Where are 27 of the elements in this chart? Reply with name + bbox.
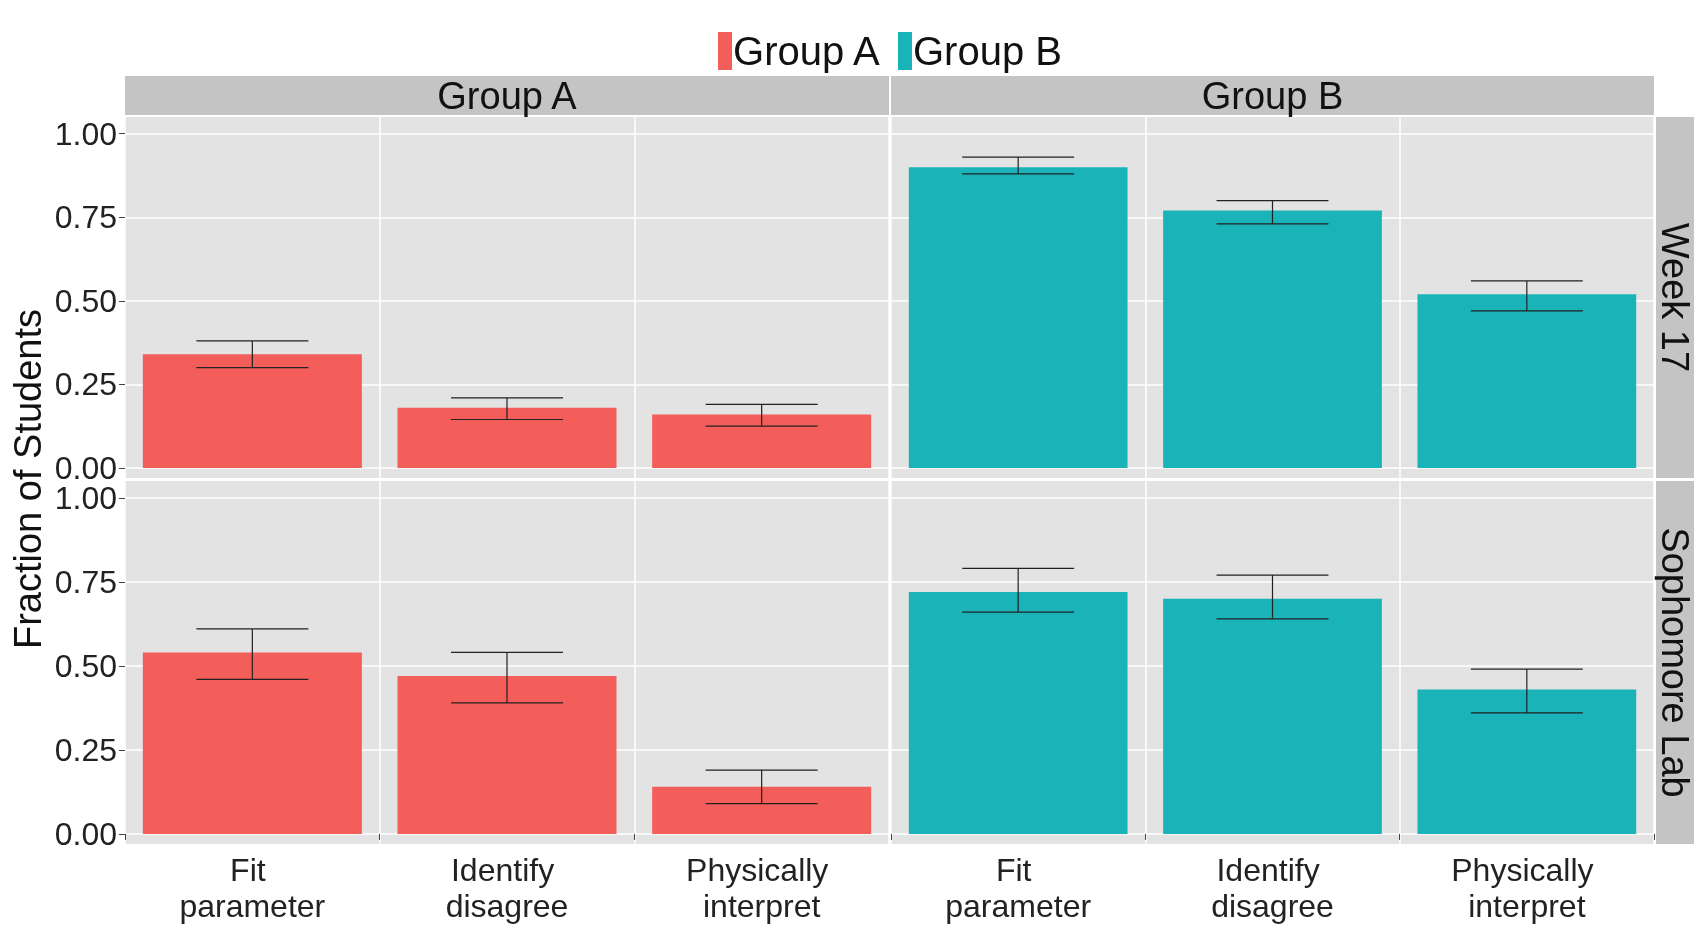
bar xyxy=(652,414,872,468)
legend-label: Group A xyxy=(733,29,881,73)
x-tick-label: Identify disagree xyxy=(445,852,569,924)
y-tick-label: 0.00 xyxy=(54,815,117,852)
y-tick-label: 0.25 xyxy=(54,366,117,403)
chart-title: Group B xyxy=(1201,75,1344,117)
bar xyxy=(142,354,362,468)
y-tick-label: 0.75 xyxy=(54,563,117,600)
y-tick-label: 0.50 xyxy=(54,647,117,684)
bar xyxy=(652,786,872,834)
y-axis-title: Fraction of Students xyxy=(6,308,50,650)
y-tick-label: 1.00 xyxy=(54,115,117,152)
x-tick-label: Fit parameter xyxy=(945,852,1092,924)
y-tick-label: 0.50 xyxy=(54,282,117,319)
y-tick-label: 0.75 xyxy=(54,199,117,236)
bar xyxy=(397,675,617,834)
annotation: Sophomore Lab xyxy=(1654,527,1696,798)
chart-title: Group A xyxy=(437,75,578,117)
y-tick-label: 0.25 xyxy=(54,731,117,768)
annotation: Week 17 xyxy=(1654,222,1696,373)
x-tick-label: Fit parameter xyxy=(179,852,326,924)
legend-label: Group B xyxy=(913,29,1062,73)
x-tick-label: Physically interpret xyxy=(1451,852,1603,924)
x-tick-label: Identify disagree xyxy=(1211,852,1334,924)
bar xyxy=(397,407,617,468)
bar xyxy=(142,652,362,834)
x-tick-label: Physically interpret xyxy=(686,852,838,924)
